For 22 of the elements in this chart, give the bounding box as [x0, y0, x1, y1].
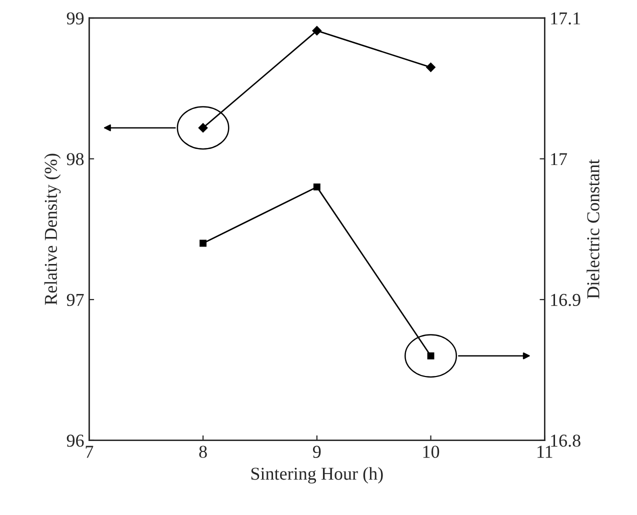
point	[312, 26, 322, 36]
x-tick-label: 9	[312, 446, 321, 458]
x-tick-label: 7	[86, 446, 94, 458]
point	[198, 123, 208, 132]
y2-tick-label: 17	[551, 153, 568, 166]
y2-axis-title: Dielectric Constant	[586, 159, 600, 299]
y-tick-label: 96	[66, 434, 84, 447]
point	[313, 183, 320, 190]
point	[427, 352, 434, 360]
y-tick-label: 99	[66, 12, 84, 24]
x-axis-title: Sintering Hour (h)	[251, 467, 383, 484]
y2-tick-label: 16.8	[551, 434, 580, 447]
point	[200, 240, 207, 247]
y2-tick-label: 17.1	[551, 12, 580, 25]
x-tick-label: 8	[199, 446, 207, 458]
x-tick-label: 10	[423, 446, 440, 458]
y2-tick-label: 16.9	[551, 294, 580, 306]
x-tick-label: 11	[538, 446, 552, 458]
point	[426, 62, 436, 72]
y-tick-label: 97	[66, 294, 84, 306]
y-axis-title: Relative Density (%)	[44, 154, 61, 305]
y-tick-label: 98	[66, 153, 84, 166]
